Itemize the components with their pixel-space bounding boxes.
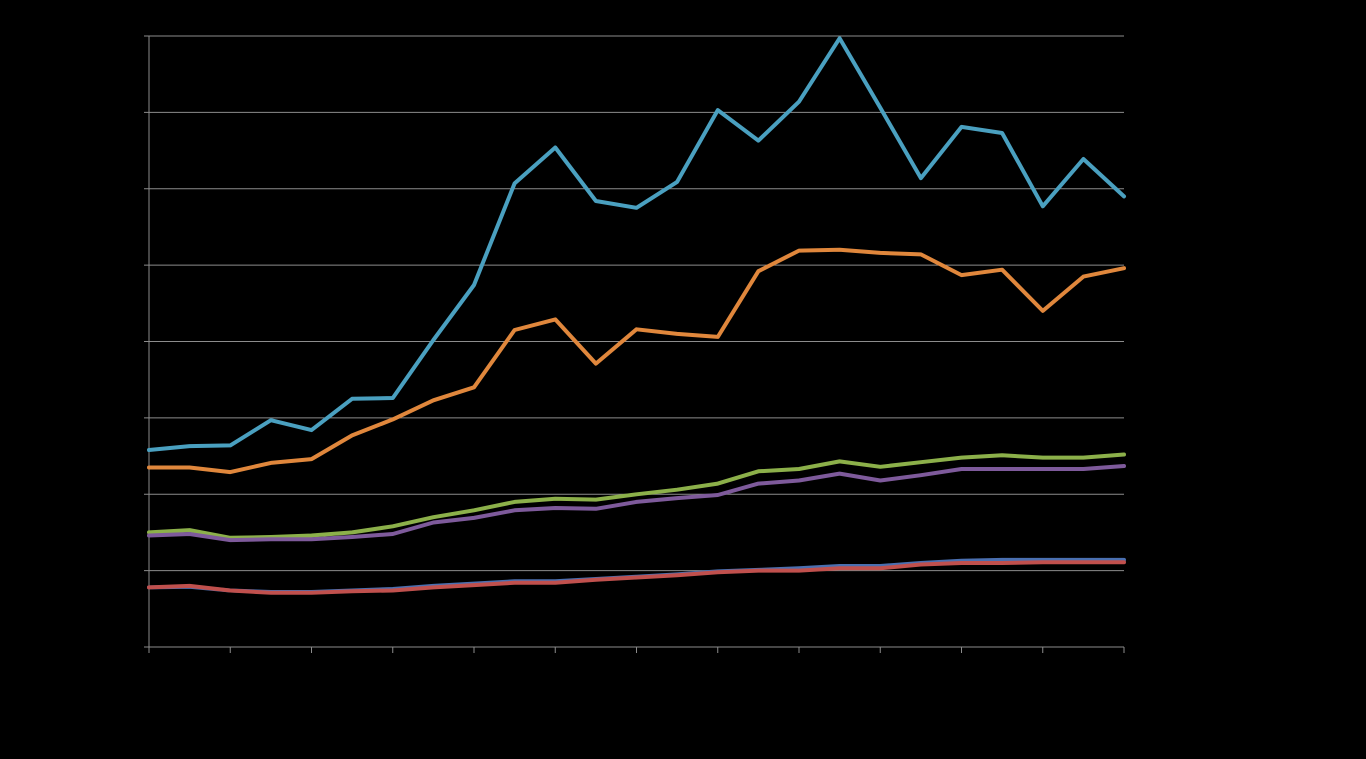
series-line-1 xyxy=(147,247,1126,475)
series-line-0 xyxy=(147,36,1126,452)
series-line-2 xyxy=(147,452,1126,540)
series-line-5 xyxy=(147,560,1126,595)
axes xyxy=(144,35,1125,653)
series-layer xyxy=(147,36,1126,595)
gridlines xyxy=(149,35,1124,572)
series-line-3 xyxy=(147,464,1126,543)
